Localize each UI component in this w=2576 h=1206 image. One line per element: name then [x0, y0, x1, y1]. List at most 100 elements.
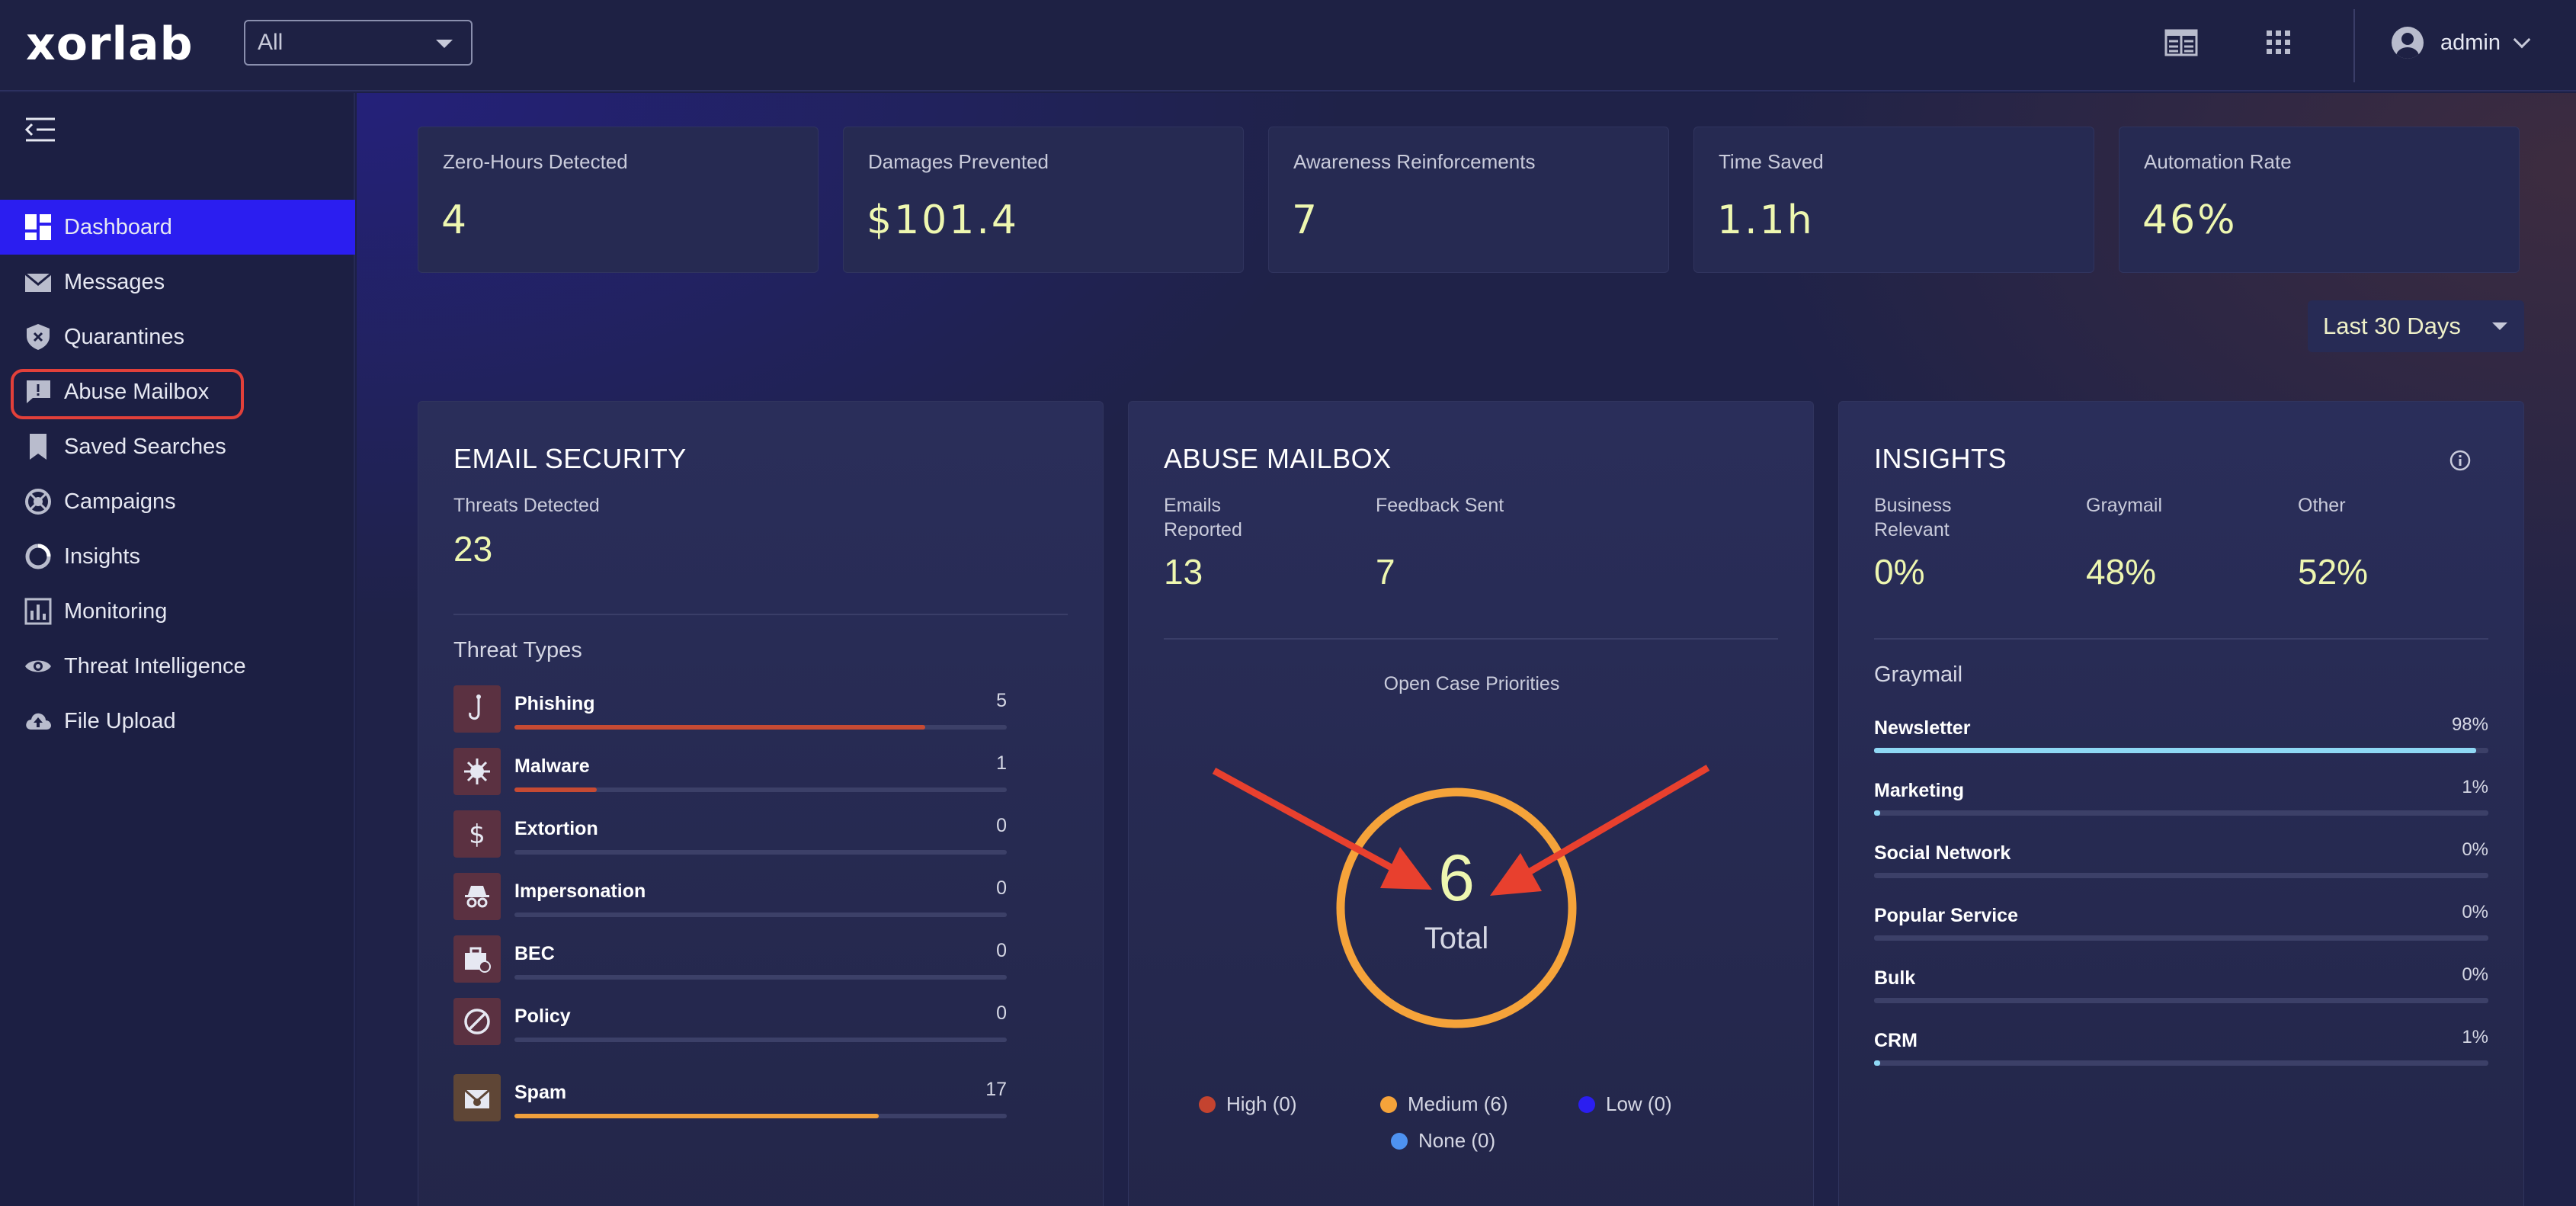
kpi-value: 1.1h: [1717, 197, 1815, 243]
priorities-donut[interactable]: 6 Total: [1327, 778, 1586, 1038]
sidebar-item-dashboard[interactable]: Dashboard: [0, 200, 355, 255]
kpi-value: 4: [441, 197, 469, 243]
envelope-icon: [24, 272, 52, 292]
graymail-row[interactable]: Marketing 1%: [1874, 777, 2488, 826]
graymail-row[interactable]: CRM 1%: [1874, 1027, 2488, 1076]
sidebar-item-label: Abuse Mailbox: [64, 379, 210, 404]
scope-select-value: All: [258, 30, 284, 55]
graymail-name: Bulk: [1874, 967, 1916, 989]
kpi-time-saved[interactable]: Time Saved 1.1h: [1693, 127, 2094, 273]
campaign-icon: [25, 489, 51, 515]
report-bubble-icon: [26, 380, 50, 403]
graymail-percent: 0%: [2462, 902, 2488, 922]
virus-icon: [464, 759, 490, 784]
threat-type-count: 0: [996, 877, 1007, 899]
legend-label: Low (0): [1606, 1092, 1672, 1115]
sidebar-item-quarantines[interactable]: Quarantines: [0, 310, 355, 364]
threat-type-row[interactable]: Impersonation 0: [453, 873, 1007, 923]
threat-type-bar-track: [514, 1114, 1007, 1118]
graymail-name: Popular Service: [1874, 905, 2018, 926]
kpi-automation-rate[interactable]: Automation Rate 46%: [2119, 127, 2520, 273]
sidebar-item-monitoring[interactable]: Monitoring: [0, 584, 355, 639]
legend-dot: [1380, 1095, 1397, 1113]
graymail-row[interactable]: Newsletter 98%: [1874, 714, 2488, 763]
card-title: EMAIL SECURITY: [453, 443, 687, 474]
sidebar-item-abuse-mailbox[interactable]: Abuse Mailbox: [0, 364, 355, 419]
graymail-bar-track: [1874, 998, 2488, 1003]
graymail-bar: [1874, 1060, 1881, 1066]
threat-type-row[interactable]: Malware 1: [453, 748, 1007, 798]
graymail-name: CRM: [1874, 1030, 1918, 1051]
caret-down-icon: [2492, 322, 2507, 330]
kpi-label: Automation Rate: [2144, 150, 2292, 173]
abuse-mailbox-card: ABUSE MAILBOX Emails Reported 13 Feedbac…: [1128, 401, 1814, 1206]
sidebar-item-campaigns[interactable]: Campaigns: [0, 474, 355, 529]
legend-dot: [1391, 1132, 1408, 1150]
legend-high[interactable]: High (0): [1199, 1092, 1296, 1116]
feedback-sent-value: 7: [1376, 552, 1395, 592]
ban-icon: [464, 1009, 490, 1034]
legend-label: High (0): [1226, 1092, 1297, 1115]
date-range-value: Last 30 Days: [2323, 313, 2461, 339]
sidebar-item-label: Threat Intelligence: [64, 653, 246, 678]
avatar-icon: [2392, 27, 2424, 59]
graymail-percent: 1%: [2462, 777, 2488, 797]
threat-type-row[interactable]: Policy 0: [453, 998, 1007, 1048]
graymail-bar: [1874, 748, 2476, 753]
threat-type-row[interactable]: Phishing 5: [453, 685, 1007, 736]
header-divider: [2353, 9, 2355, 82]
kpi-zero-hours[interactable]: Zero-Hours Detected 4: [418, 127, 819, 273]
cloud-upload-icon: [26, 713, 51, 730]
feedback-sent-label: Feedback Sent: [1376, 495, 1504, 516]
kpi-damages-prevented[interactable]: Damages Prevented $101.4: [843, 127, 1244, 273]
sidebar-item-insights[interactable]: Insights: [0, 529, 355, 584]
date-range-select[interactable]: Last 30 Days: [2308, 300, 2524, 352]
xorlab-logo[interactable]: xorlab: [26, 18, 194, 71]
donut-ring: [1336, 787, 1577, 1028]
dashboard-main: Zero-Hours Detected 4 Damages Prevented …: [357, 93, 2576, 1206]
threat-type-bar-track: [514, 787, 1007, 792]
threat-type-count: 0: [996, 815, 1007, 836]
threat-type-row[interactable]: $ Extortion 0: [453, 810, 1007, 861]
threat-type-name: Policy: [514, 1006, 571, 1027]
info-icon[interactable]: [2449, 449, 2472, 472]
graymail-row[interactable]: Social Network 0%: [1874, 839, 2488, 888]
legend-label: None (0): [1418, 1129, 1496, 1152]
spam-mail-icon: [464, 1089, 490, 1108]
graymail-row[interactable]: Bulk 0%: [1874, 964, 2488, 1013]
table-view-icon[interactable]: [2164, 26, 2198, 59]
legend-none[interactable]: None (0): [1391, 1129, 1495, 1153]
threat-type-count: 5: [996, 690, 1007, 711]
scope-select[interactable]: All: [244, 20, 473, 66]
card-title: ABUSE MAILBOX: [1164, 443, 1392, 474]
user-menu[interactable]: admin: [2392, 24, 2531, 61]
apps-grid-icon[interactable]: [2262, 26, 2296, 59]
legend-medium[interactable]: Medium (6): [1380, 1092, 1507, 1116]
sidebar-item-saved-searches[interactable]: Saved Searches: [0, 419, 355, 474]
graymail-percent: 98%: [2451, 714, 2488, 735]
kpi-awareness-reinforcements[interactable]: Awareness Reinforcements 7: [1268, 127, 1669, 273]
chevron-down-icon: [2513, 30, 2531, 49]
sidebar-item-file-upload[interactable]: File Upload: [0, 694, 355, 749]
threat-type-row[interactable]: BEC 0: [453, 935, 1007, 986]
hook-icon: [469, 694, 481, 720]
graymail-row[interactable]: Popular Service 0%: [1874, 902, 2488, 951]
other-metric-value: 52%: [2298, 552, 2369, 592]
sidebar-item-messages[interactable]: Messages: [0, 255, 355, 310]
collapse-sidebar-icon[interactable]: [23, 114, 58, 145]
caret-down-icon: [436, 40, 453, 48]
kpi-label: Damages Prevented: [868, 150, 1049, 173]
sidebar-nav: Dashboard Messages Quarantines Abuse Mai…: [0, 200, 355, 749]
graymail-percent: 0%: [2462, 964, 2488, 985]
sidebar-item-threat-intelligence[interactable]: Threat Intelligence: [0, 639, 355, 694]
ring-icon: [25, 544, 51, 569]
graymail-metric-label: Graymail: [2086, 495, 2163, 516]
sidebar: Dashboard Messages Quarantines Abuse Mai…: [0, 93, 355, 1206]
threat-type-row[interactable]: Spam 17: [453, 1074, 1007, 1124]
graymail-percent: 1%: [2462, 1027, 2488, 1047]
sidebar-item-label: Saved Searches: [64, 434, 226, 459]
legend-low[interactable]: Low (0): [1578, 1092, 1672, 1116]
legend-label: Medium (6): [1408, 1092, 1508, 1115]
emails-reported-value: 13: [1164, 552, 1203, 592]
top-bar: xorlab All admin: [0, 0, 2576, 91]
